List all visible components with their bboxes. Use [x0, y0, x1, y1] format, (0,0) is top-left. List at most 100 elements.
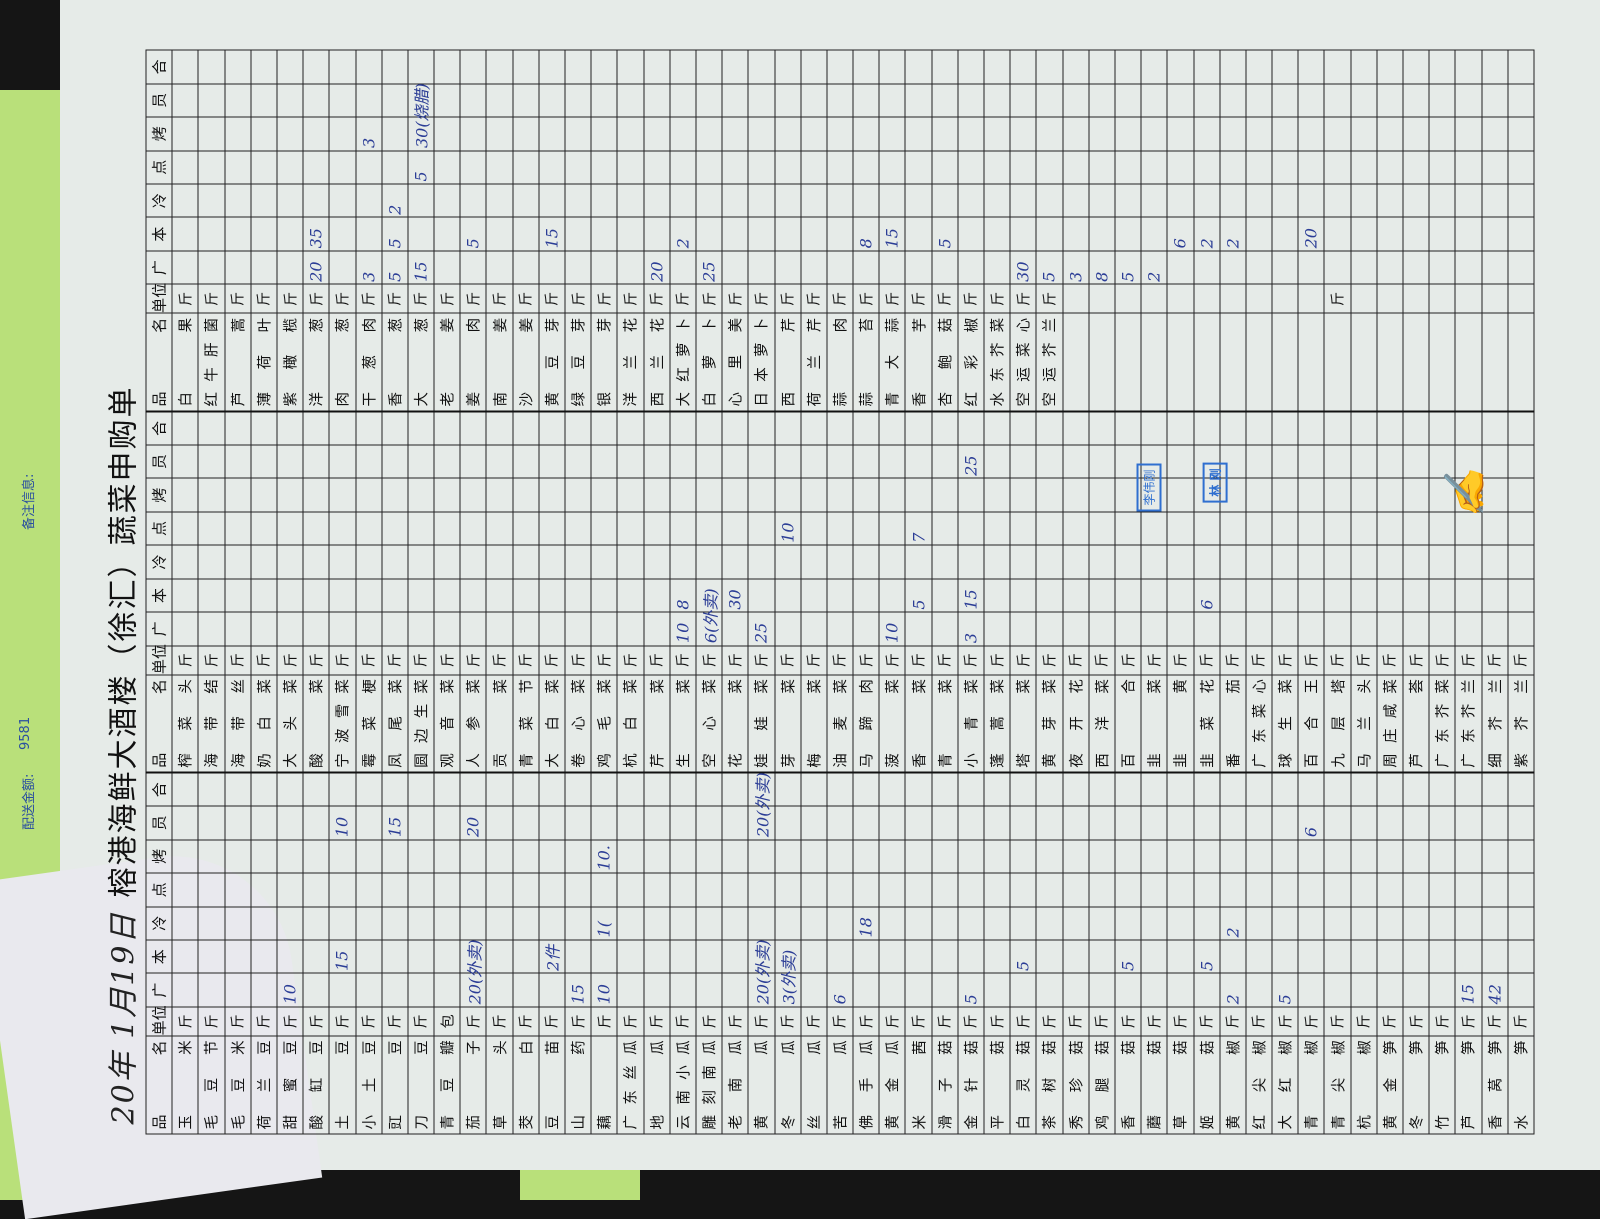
quantity-cell-员[interactable]	[1298, 444, 1325, 479]
quantity-cell-烤[interactable]	[512, 117, 539, 151]
quantity-cell-冷[interactable]	[538, 183, 565, 218]
quantity-cell-广[interactable]: 5	[381, 250, 408, 285]
quantity-cell-广[interactable]	[800, 973, 827, 1007]
quantity-cell-点[interactable]	[1062, 873, 1089, 907]
quantity-cell-本[interactable]	[1167, 578, 1194, 613]
quantity-cell-点[interactable]	[617, 150, 644, 184]
quantity-cell-冷[interactable]	[905, 545, 932, 579]
quantity-cell-冷[interactable]	[355, 906, 382, 940]
quantity-cell-冷[interactable]	[879, 545, 906, 579]
quantity-cell-广[interactable]: 20	[303, 250, 330, 285]
quantity-cell-点[interactable]	[1245, 873, 1273, 907]
quantity-cell-员[interactable]	[1324, 444, 1351, 479]
quantity-cell-点[interactable]	[800, 511, 827, 546]
quantity-cell-广[interactable]	[591, 612, 618, 646]
quantity-cell-点[interactable]	[329, 511, 356, 546]
quantity-cell-烤[interactable]	[486, 839, 513, 874]
quantity-cell-点[interactable]	[486, 511, 513, 546]
quantity-cell-本[interactable]	[407, 578, 435, 613]
quantity-cell-烤[interactable]	[1403, 117, 1430, 151]
quantity-cell-点[interactable]	[1376, 873, 1403, 907]
quantity-cell-合[interactable]	[407, 411, 435, 445]
quantity-cell-冷[interactable]	[1376, 906, 1403, 940]
quantity-cell-点[interactable]	[984, 873, 1011, 907]
quantity-cell-员[interactable]	[1036, 806, 1063, 840]
quantity-cell-本[interactable]	[1481, 939, 1508, 974]
quantity-cell-烤[interactable]	[329, 839, 356, 874]
quantity-cell-广[interactable]	[669, 973, 696, 1007]
quantity-cell-广[interactable]	[1507, 612, 1534, 646]
quantity-cell-点[interactable]	[460, 150, 487, 184]
quantity-cell-合[interactable]	[1010, 772, 1037, 807]
quantity-cell-点[interactable]	[591, 873, 618, 907]
quantity-cell-合[interactable]	[1298, 411, 1325, 445]
quantity-cell-烤[interactable]	[931, 478, 958, 512]
quantity-cell-员[interactable]	[957, 83, 984, 118]
quantity-cell-广[interactable]	[224, 250, 251, 285]
quantity-cell-烤[interactable]	[1245, 839, 1273, 874]
quantity-cell-员[interactable]	[1272, 83, 1299, 118]
quantity-cell-合[interactable]	[617, 50, 644, 84]
quantity-cell-合[interactable]	[1455, 50, 1482, 84]
quantity-cell-员[interactable]	[1298, 83, 1325, 118]
quantity-cell-烤[interactable]	[1114, 839, 1142, 874]
quantity-cell-本[interactable]	[774, 578, 801, 613]
quantity-cell-冷[interactable]	[722, 183, 749, 218]
quantity-cell-烤[interactable]	[276, 478, 304, 512]
quantity-cell-广[interactable]	[1455, 250, 1482, 285]
quantity-cell-员[interactable]	[748, 83, 775, 118]
quantity-cell-本[interactable]	[1455, 578, 1482, 613]
quantity-cell-冷[interactable]	[1376, 183, 1403, 218]
quantity-cell-烤[interactable]	[1376, 117, 1403, 151]
quantity-cell-烤[interactable]	[1376, 839, 1403, 874]
quantity-cell-点[interactable]	[565, 511, 592, 546]
quantity-cell-烤[interactable]	[1324, 478, 1351, 512]
quantity-cell-冷[interactable]	[1219, 545, 1246, 579]
quantity-cell-员[interactable]	[486, 444, 513, 479]
quantity-cell-点[interactable]	[224, 511, 251, 546]
quantity-cell-合[interactable]	[1481, 50, 1508, 84]
quantity-cell-烤[interactable]	[1507, 117, 1534, 151]
quantity-cell-广[interactable]	[1010, 973, 1037, 1007]
quantity-cell-点[interactable]	[303, 150, 330, 184]
quantity-cell-员[interactable]	[800, 444, 827, 479]
quantity-cell-冷[interactable]	[591, 183, 618, 218]
quantity-cell-冷[interactable]	[1350, 183, 1377, 218]
quantity-cell-烤[interactable]	[250, 478, 277, 512]
quantity-cell-合[interactable]	[879, 772, 906, 807]
quantity-cell-点[interactable]	[1350, 873, 1377, 907]
quantity-cell-合[interactable]	[1507, 50, 1534, 84]
quantity-cell-点[interactable]	[303, 873, 330, 907]
quantity-cell-广[interactable]	[1455, 612, 1482, 646]
quantity-cell-冷[interactable]	[1114, 906, 1142, 940]
quantity-cell-点[interactable]	[879, 873, 906, 907]
quantity-cell-员[interactable]	[1219, 806, 1246, 840]
quantity-cell-合[interactable]	[1376, 50, 1403, 84]
quantity-cell-广[interactable]	[931, 250, 958, 285]
quantity-cell-广[interactable]	[355, 973, 382, 1007]
quantity-cell-本[interactable]	[957, 217, 984, 251]
quantity-cell-烤[interactable]	[748, 117, 775, 151]
quantity-cell-烤[interactable]	[1062, 839, 1089, 874]
quantity-cell-本[interactable]	[853, 578, 880, 613]
quantity-cell-烤[interactable]	[905, 117, 932, 151]
quantity-cell-合[interactable]	[643, 411, 670, 445]
quantity-cell-员[interactable]	[303, 806, 330, 840]
quantity-cell-员[interactable]: 10	[329, 806, 356, 840]
quantity-cell-本[interactable]	[1272, 578, 1299, 613]
quantity-cell-广[interactable]	[460, 612, 487, 646]
quantity-cell-广[interactable]	[512, 973, 539, 1007]
quantity-cell-广[interactable]	[1245, 973, 1273, 1007]
quantity-cell-合[interactable]	[984, 411, 1011, 445]
quantity-cell-广[interactable]	[826, 250, 854, 285]
quantity-cell-本[interactable]	[748, 578, 775, 613]
quantity-cell-合[interactable]	[1114, 50, 1142, 84]
quantity-cell-本[interactable]	[538, 578, 565, 613]
quantity-cell-本[interactable]	[198, 578, 225, 613]
quantity-cell-冷[interactable]	[1036, 906, 1063, 940]
quantity-cell-烤[interactable]	[224, 117, 251, 151]
quantity-cell-烤[interactable]	[1403, 478, 1430, 512]
quantity-cell-点[interactable]	[1298, 511, 1325, 546]
quantity-cell-冷[interactable]	[329, 545, 356, 579]
quantity-cell-员[interactable]	[879, 444, 906, 479]
